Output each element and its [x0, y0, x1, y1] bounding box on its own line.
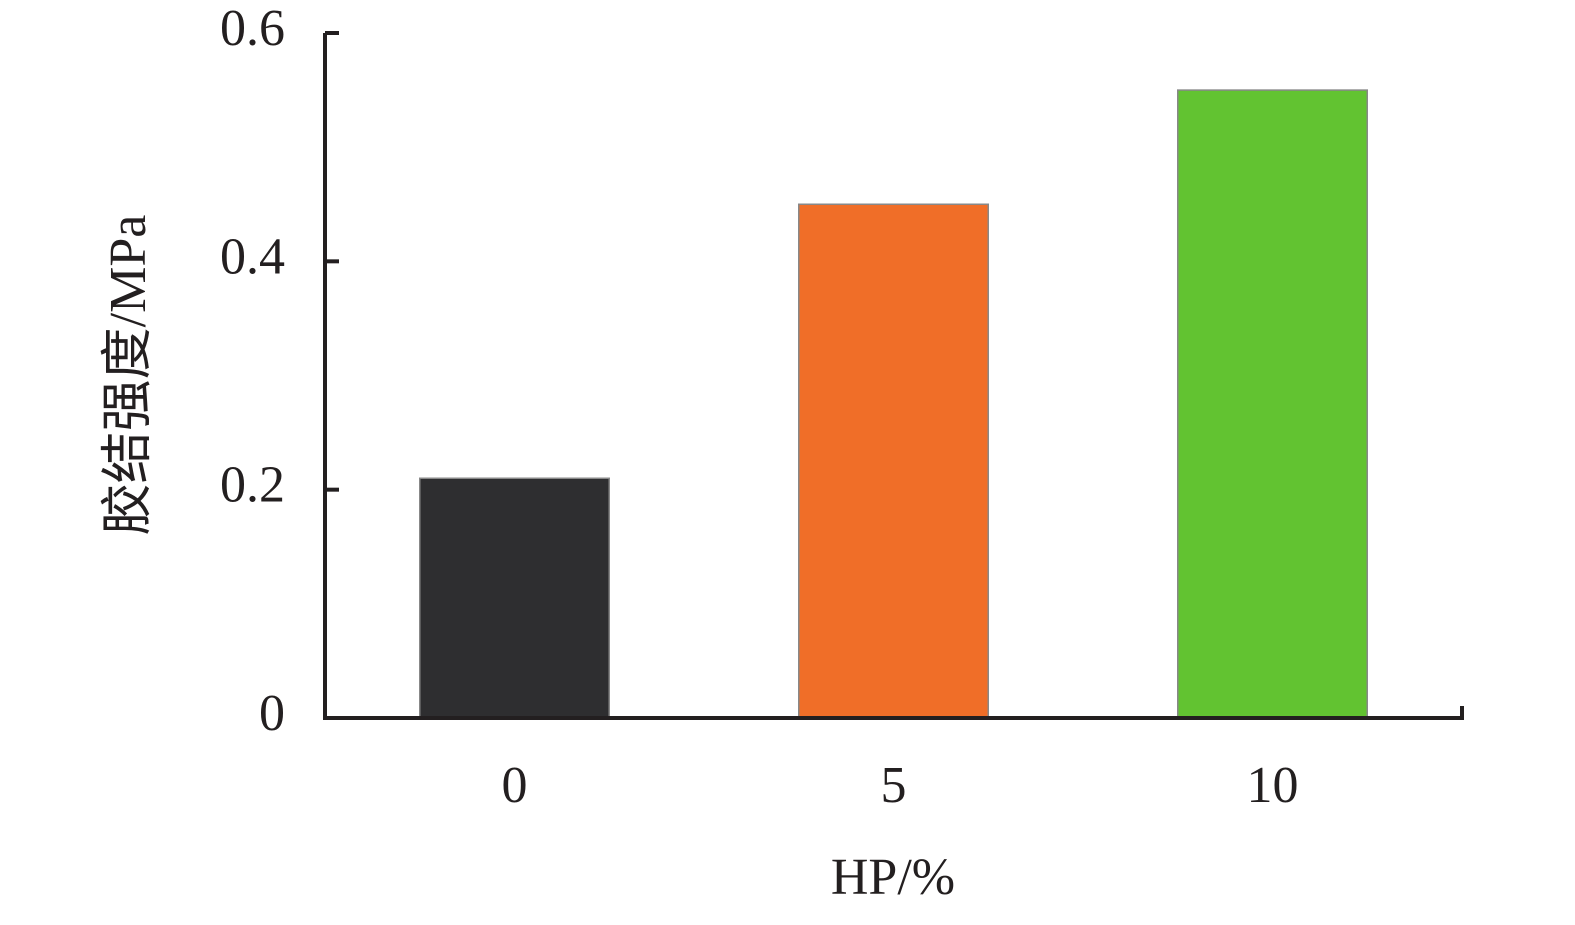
axis-line	[323, 33, 1464, 720]
y-tick-label: 0.6	[220, 0, 285, 57]
x-tick-label: 10	[1247, 757, 1299, 814]
y-axis-label: 胶结强度/MPa	[100, 215, 157, 536]
x-tick-label: 0	[502, 757, 528, 814]
bar	[798, 203, 989, 719]
x-axis-label: HP/%	[831, 849, 955, 906]
y-tick-label: 0.2	[220, 457, 285, 514]
x-tick-label: 5	[881, 757, 907, 814]
bar	[1177, 89, 1368, 719]
y-tick-label: 0.4	[220, 228, 285, 285]
y-tick-label: 0	[259, 685, 285, 742]
bar	[419, 477, 610, 719]
